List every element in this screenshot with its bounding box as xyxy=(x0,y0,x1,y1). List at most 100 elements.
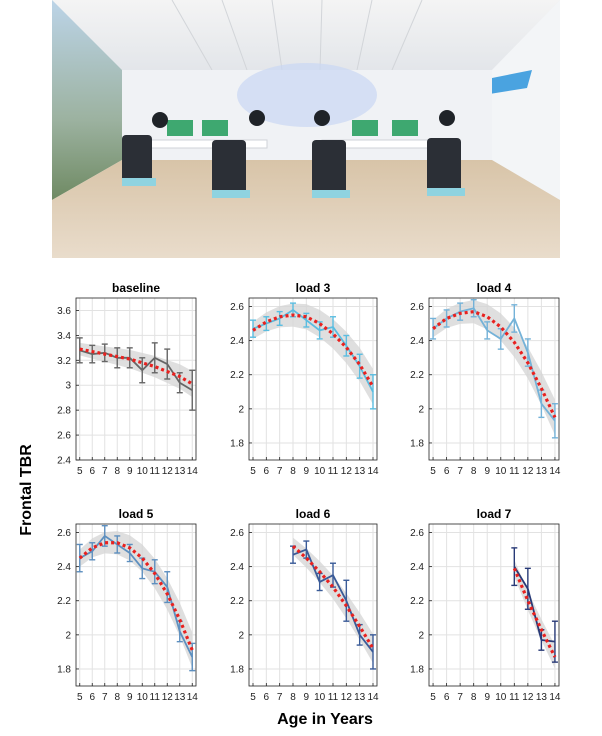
plot-background xyxy=(249,524,377,686)
y-tick-label: 3 xyxy=(65,381,71,392)
chart-panel-1: load 3 1.8 2 2.2 2.4 2.6 5 6 7 8 9 10 11 12 13 14 xyxy=(230,281,379,477)
x-tick-label: 6 xyxy=(444,466,450,477)
y-tick-label: 2.2 xyxy=(410,370,424,381)
y-tick-label: 2 xyxy=(65,630,71,641)
x-tick-label: 6 xyxy=(264,692,270,703)
classroom-photo xyxy=(52,0,560,258)
y-tick-label: 2.2 xyxy=(57,596,71,607)
x-tick-label: 7 xyxy=(457,692,463,703)
y-tick-label: 2.4 xyxy=(57,456,71,467)
x-tick-label: 8 xyxy=(114,692,120,703)
plot-frame xyxy=(248,297,378,461)
chart-panel-4: load 6 1.8 2 2.2 2.4 2.6 5 6 7 8 9 10 11 12 13 14 xyxy=(230,507,379,703)
chart-panel-5: load 7 1.8 2 2.2 2.4 2.6 5 6 7 8 9 10 11 12 13 14 xyxy=(410,507,561,703)
x-tick-label: 9 xyxy=(304,466,310,477)
y-tick-label: 2.4 xyxy=(410,336,424,347)
x-tick-label: 12 xyxy=(341,466,353,477)
x-tick-label: 8 xyxy=(290,692,296,703)
panel-title: load 5 xyxy=(119,507,154,521)
y-tick-label: 2.2 xyxy=(410,596,424,607)
y-tick-label: 2 xyxy=(418,630,424,641)
x-tick-label: 13 xyxy=(174,466,186,477)
y-tick-label: 1.8 xyxy=(410,438,424,449)
x-tick-label: 9 xyxy=(127,466,133,477)
x-tick-label: 10 xyxy=(137,466,149,477)
fit-confidence-band xyxy=(79,342,193,397)
y-tick-label: 2.6 xyxy=(230,302,244,313)
x-tick-label: 12 xyxy=(162,692,174,703)
chart-figure: Frontal TBR Age in Years baseline 2.4 2.6 2… xyxy=(18,281,561,728)
y-tick-label: 2.6 xyxy=(410,528,424,539)
x-tick-label: 7 xyxy=(277,692,283,703)
x-tick-label: 8 xyxy=(290,466,296,477)
y-tick-label: 2.6 xyxy=(57,431,71,442)
y-tick-label: 2.2 xyxy=(230,596,244,607)
y-tick-label: 1.8 xyxy=(410,664,424,675)
plot-frame xyxy=(428,523,560,687)
y-tick-label: 3.2 xyxy=(57,356,71,367)
x-tick-label: 13 xyxy=(354,692,366,703)
x-tick-label: 5 xyxy=(430,692,436,703)
y-tick-label: 2.6 xyxy=(230,528,244,539)
x-tick-label: 11 xyxy=(328,466,339,477)
y-tick-label: 2.8 xyxy=(57,406,71,417)
x-tick-label: 9 xyxy=(304,692,310,703)
y-tick-label: 1.8 xyxy=(230,438,244,449)
x-tick-label: 9 xyxy=(484,692,490,703)
y-axis-label: Frontal TBR xyxy=(18,444,35,536)
x-tick-label: 14 xyxy=(367,466,379,477)
y-tick-label: 2.4 xyxy=(57,562,71,573)
y-tick-label: 2.4 xyxy=(410,562,424,573)
plot-frame xyxy=(75,523,197,687)
x-tick-label: 5 xyxy=(77,692,83,703)
fit-confidence-band xyxy=(253,303,373,405)
x-tick-label: 6 xyxy=(89,692,95,703)
classroom-photo-icon xyxy=(52,0,560,258)
x-tick-label: 11 xyxy=(150,692,161,703)
fit-line xyxy=(432,310,557,419)
x-tick-label: 10 xyxy=(137,692,149,703)
x-tick-label: 14 xyxy=(367,692,379,703)
x-tick-label: 8 xyxy=(471,692,477,703)
y-tick-label: 3.6 xyxy=(57,306,71,317)
fit-line xyxy=(291,544,375,650)
x-tick-label: 14 xyxy=(549,466,561,477)
panel-title: load 7 xyxy=(477,507,512,521)
x-tick-label: 5 xyxy=(250,692,256,703)
x-tick-label: 14 xyxy=(187,466,199,477)
x-tick-label: 9 xyxy=(484,466,490,477)
x-tick-label: 7 xyxy=(457,466,463,477)
x-tick-label: 12 xyxy=(162,466,174,477)
panel-title: baseline xyxy=(112,281,160,295)
x-tick-label: 5 xyxy=(430,466,436,477)
x-tick-label: 7 xyxy=(102,466,108,477)
x-tick-label: 13 xyxy=(536,466,548,477)
x-axis-label: Age in Years xyxy=(277,711,373,728)
y-tick-label: 2 xyxy=(238,630,244,641)
x-tick-label: 14 xyxy=(187,692,199,703)
panel-title: load 6 xyxy=(296,507,331,521)
x-tick-label: 8 xyxy=(471,466,477,477)
x-tick-label: 13 xyxy=(174,692,186,703)
x-tick-label: 11 xyxy=(150,466,161,477)
x-tick-label: 12 xyxy=(522,692,534,703)
chart-panel-0: baseline 2.4 2.6 2.8 3 3.2 3.4 3.6 5 6 7 8 9 10 11 12 13… xyxy=(57,281,198,477)
fit-confidence-band xyxy=(293,537,373,664)
x-tick-label: 5 xyxy=(77,466,83,477)
plot-frame xyxy=(428,297,560,461)
x-tick-label: 10 xyxy=(314,692,326,703)
y-tick-label: 2.6 xyxy=(410,302,424,313)
x-tick-label: 12 xyxy=(522,466,534,477)
x-tick-label: 6 xyxy=(444,692,450,703)
x-tick-label: 6 xyxy=(264,466,270,477)
fit-line xyxy=(79,347,194,386)
x-tick-label: 10 xyxy=(495,692,507,703)
y-tick-label: 2.4 xyxy=(230,562,244,573)
y-tick-label: 1.8 xyxy=(57,664,71,675)
y-tick-label: 2 xyxy=(238,404,244,415)
x-tick-label: 13 xyxy=(536,692,548,703)
x-tick-label: 11 xyxy=(509,692,520,703)
chart-panel-2: load 4 1.8 2 2.2 2.4 2.6 5 6 7 8 9 10 11 12 13 14 xyxy=(410,281,561,477)
x-tick-label: 7 xyxy=(277,466,283,477)
y-tick-label: 1.8 xyxy=(230,664,244,675)
